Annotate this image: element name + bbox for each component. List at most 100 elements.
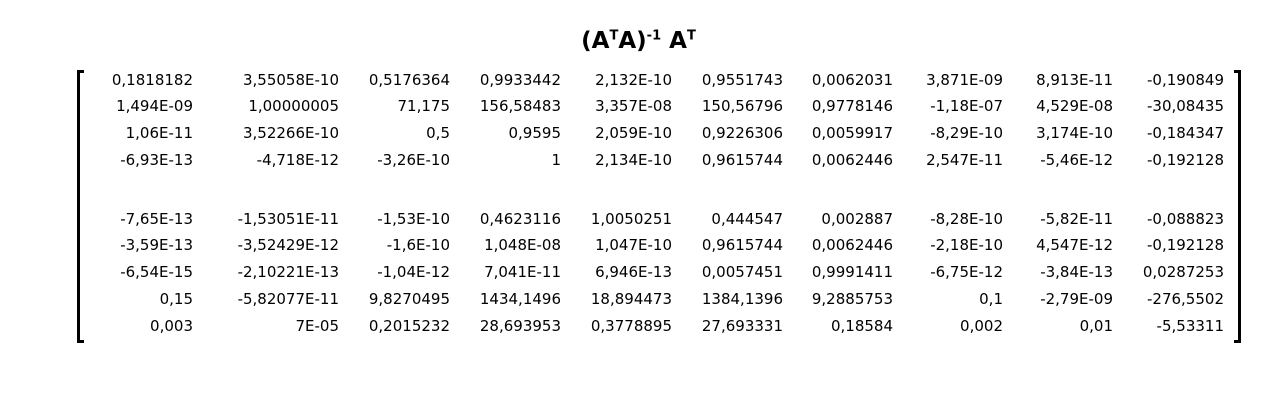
matrix-cell: 7,041E-11 — [484, 263, 561, 281]
matrix-cell: 1,494E-09 — [116, 97, 193, 115]
matrix-row: -7,65E-13 -1,53051E-11 -1,53E-10 0,4623116 1… — [0, 210, 1277, 232]
title-part: A — [661, 28, 687, 54]
matrix-cell: 3,52266E-10 — [242, 124, 339, 142]
matrix-cell: 18,894473 — [590, 290, 672, 308]
matrix-cell: -0,088823 — [1147, 210, 1224, 228]
matrix-cell: 7E-05 — [295, 317, 339, 335]
title-part: A) — [618, 28, 647, 54]
matrix-cell: -1,6E-10 — [386, 236, 450, 254]
title-sup: T — [609, 28, 619, 44]
matrix-cell: -1,53E-10 — [377, 210, 450, 228]
matrix-cell: 0,1818182 — [111, 71, 193, 89]
matrix-cell: -1,53051E-11 — [237, 210, 339, 228]
matrix-cell: 0,15 — [159, 290, 193, 308]
matrix-cell: 156,58483 — [479, 97, 561, 115]
matrix-cell: -2,18E-10 — [930, 236, 1003, 254]
matrix-cell: 1,047E-10 — [595, 236, 672, 254]
matrix-cell: 0,9933442 — [479, 71, 561, 89]
matrix-cell: 0,9595 — [508, 124, 562, 142]
matrix-cell: 4,547E-12 — [1036, 236, 1113, 254]
matrix-cell: -3,26E-10 — [377, 151, 450, 169]
matrix-cell: 0,01 — [1079, 317, 1113, 335]
matrix-cell: 2,134E-10 — [595, 151, 672, 169]
matrix-cell: -6,75E-12 — [930, 263, 1003, 281]
matrix-cell: 0,5 — [426, 124, 450, 142]
matrix-cell: 0,18584 — [830, 317, 893, 335]
matrix-cell: -2,10221E-13 — [237, 263, 339, 281]
matrix-cell: 0,0062446 — [811, 236, 893, 254]
matrix-cell: 0,4623116 — [479, 210, 561, 228]
matrix-cell: 0,9991411 — [811, 263, 893, 281]
matrix-cell: 2,132E-10 — [595, 71, 672, 89]
matrix-cell: -5,46E-12 — [1040, 151, 1113, 169]
matrix-cell: 1,0050251 — [590, 210, 672, 228]
matrix-cell: 0,0287253 — [1142, 263, 1224, 281]
matrix-cell: -30,08435 — [1147, 97, 1224, 115]
matrix-row: 0,1818182 3,55058E-10 0,5176364 0,9933442 2,… — [0, 71, 1277, 93]
matrix-cell: 0,9615744 — [701, 151, 783, 169]
matrix-cell: -0,184347 — [1147, 124, 1224, 142]
matrix-cell: 9,2885753 — [811, 290, 893, 308]
matrix-row: 0,003 7E-05 0,2015232 28,693953 0,3778895 27,… — [0, 317, 1277, 339]
matrix-cell: -5,53311 — [1156, 317, 1224, 335]
matrix-cell: 0,0059917 — [811, 124, 893, 142]
matrix-cell: 0,9778146 — [811, 97, 893, 115]
matrix-cell: 0,444547 — [711, 210, 783, 228]
matrix-cell: 1,06E-11 — [125, 124, 193, 142]
matrix-cell: 2,059E-10 — [595, 124, 672, 142]
matrix-cell: -5,82E-11 — [1040, 210, 1113, 228]
matrix-cell: -6,93E-13 — [120, 151, 193, 169]
matrix-cell: 0,5176364 — [368, 71, 450, 89]
matrix-cell: -2,79E-09 — [1040, 290, 1113, 308]
matrix-row: 1,494E-09 1,00000005 71,175 156,58483 3,357E… — [0, 97, 1277, 119]
matrix-right-bracket — [1234, 70, 1241, 343]
matrix-cell: -0,190849 — [1147, 71, 1224, 89]
matrix-cell: -4,718E-12 — [256, 151, 339, 169]
matrix-cell: -6,54E-15 — [120, 263, 193, 281]
title-sup: -1 — [646, 28, 662, 44]
matrix-cell: 28,693953 — [479, 317, 561, 335]
matrix-cell: 0,003 — [150, 317, 193, 335]
matrix-cell: 1434,1496 — [479, 290, 561, 308]
matrix-cell: 3,55058E-10 — [242, 71, 339, 89]
matrix-cell: 9,8270495 — [368, 290, 450, 308]
matrix-cell: 0,1 — [979, 290, 1003, 308]
matrix-cell: 1 — [551, 151, 561, 169]
matrix-cell: 0,0057451 — [701, 263, 783, 281]
matrix-row: -3,59E-13 -3,52429E-12 -1,6E-10 1,048E-08 1,… — [0, 236, 1277, 258]
matrix-cell: -3,52429E-12 — [237, 236, 339, 254]
matrix-cell: -0,192128 — [1147, 151, 1224, 169]
matrix-cell: 3,871E-09 — [926, 71, 1003, 89]
matrix-cell: 4,529E-08 — [1036, 97, 1113, 115]
matrix-cell: 0,002887 — [821, 210, 893, 228]
matrix-cell: 71,175 — [397, 97, 451, 115]
matrix-cell: 0,9226306 — [701, 124, 783, 142]
matrix-cell: 3,174E-10 — [1036, 124, 1113, 142]
matrix-cell: 0,3778895 — [590, 317, 672, 335]
matrix-cell: 0,9615744 — [701, 236, 783, 254]
matrix-cell: 1,048E-08 — [484, 236, 561, 254]
matrix-title: (ATA)-1 AT — [0, 28, 1277, 54]
title-sup: T — [686, 28, 696, 44]
matrix-cell: 150,56796 — [701, 97, 783, 115]
matrix-cell: 0,2015232 — [368, 317, 450, 335]
matrix-cell: 2,547E-11 — [926, 151, 1003, 169]
matrix-cell: 0,9551743 — [701, 71, 783, 89]
matrix-cell: -5,82077E-11 — [237, 290, 339, 308]
matrix-cell: -8,28E-10 — [930, 210, 1003, 228]
matrix-cell: -276,5502 — [1147, 290, 1224, 308]
matrix-cell: -0,192128 — [1147, 236, 1224, 254]
matrix-cell: -7,65E-13 — [120, 210, 193, 228]
matrix-cell: -1,04E-12 — [377, 263, 450, 281]
matrix-cell: 0,0062031 — [811, 71, 893, 89]
title-part: (A — [581, 28, 610, 54]
matrix-cell: 1,00000005 — [248, 97, 339, 115]
matrix-row: -6,54E-15 -2,10221E-13 -1,04E-12 7,041E-11 6… — [0, 263, 1277, 285]
matrix-cell: 3,357E-08 — [595, 97, 672, 115]
matrix-cell: 0,0062446 — [811, 151, 893, 169]
matrix-cell: 1384,1396 — [701, 290, 783, 308]
matrix-cell: -3,84E-13 — [1040, 263, 1113, 281]
matrix-row: 0,15 -5,82077E-11 9,8270495 1434,1496 18,894… — [0, 290, 1277, 312]
matrix-cell: -8,29E-10 — [930, 124, 1003, 142]
